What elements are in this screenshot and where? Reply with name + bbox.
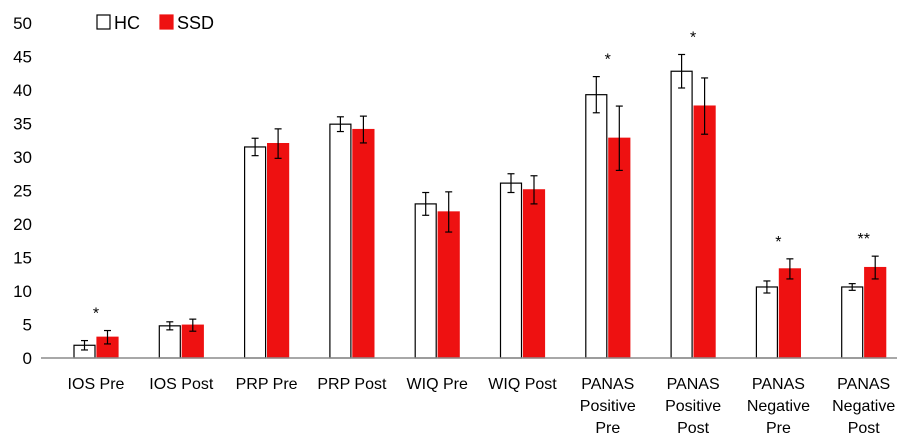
y-tick-label: 35 bbox=[13, 115, 32, 134]
x-category-label: PANAS Positive Post bbox=[665, 376, 721, 437]
legend: HC SSD bbox=[96, 13, 214, 33]
error-bar-hc bbox=[678, 53, 686, 89]
y-tick-label: 10 bbox=[13, 282, 32, 301]
x-category-label: PRP Post bbox=[317, 376, 387, 393]
bar-hc bbox=[244, 146, 267, 359]
error-bar-ssd bbox=[871, 255, 879, 280]
significance-annotations: **** ** bbox=[93, 29, 870, 322]
bar-hc bbox=[329, 123, 352, 359]
x-category-label: PANAS Negative Post bbox=[832, 376, 895, 437]
legend-label-ssd: SSD bbox=[177, 13, 214, 33]
error-bar-ssd bbox=[786, 258, 794, 280]
significance-marker: ** bbox=[857, 231, 869, 248]
bar-group bbox=[73, 329, 119, 359]
x-category-label: IOS Post bbox=[149, 376, 214, 393]
x-category-label: IOS Pre bbox=[68, 376, 125, 393]
bar-groups bbox=[73, 53, 887, 359]
bar-group bbox=[414, 191, 460, 359]
bar-ssd bbox=[608, 137, 631, 359]
error-bar-ssd bbox=[701, 77, 709, 135]
bar-hc bbox=[585, 94, 608, 359]
error-bar-ssd bbox=[189, 318, 197, 332]
error-bar-ssd bbox=[530, 175, 538, 205]
x-category-label: PANAS Positive Pre bbox=[580, 376, 636, 437]
y-tick-label: 25 bbox=[13, 182, 32, 201]
y-axis: 0 5 10 15 20 25 30 35 40 45 50 bbox=[13, 14, 32, 368]
legend-swatch-hc bbox=[96, 14, 111, 30]
error-bar-hc bbox=[592, 75, 600, 114]
error-bar-hc bbox=[763, 280, 771, 294]
bar-ssd bbox=[437, 211, 460, 359]
bar-hc bbox=[158, 325, 181, 359]
y-tick-label: 20 bbox=[13, 215, 32, 234]
x-category-label: WIQ Post bbox=[488, 376, 557, 393]
legend-swatch-ssd bbox=[159, 14, 174, 30]
error-bar-hc bbox=[81, 339, 88, 351]
bar-group bbox=[841, 255, 887, 359]
bar-hc bbox=[670, 70, 693, 359]
legend-label-hc: HC bbox=[114, 13, 140, 33]
bar-group bbox=[499, 173, 546, 359]
error-bar-hc bbox=[166, 321, 174, 331]
bar-group bbox=[158, 318, 204, 359]
significance-marker: * bbox=[605, 52, 611, 69]
y-tick-label: 45 bbox=[13, 48, 32, 67]
significance-marker: * bbox=[93, 306, 99, 323]
y-tick-label: 50 bbox=[13, 14, 32, 33]
significance-marker: * bbox=[690, 29, 696, 46]
bar-group bbox=[755, 258, 802, 359]
y-tick-label: 30 bbox=[13, 148, 32, 167]
bar-hc bbox=[414, 203, 437, 359]
bar-hc bbox=[499, 182, 523, 359]
significance-marker: * bbox=[775, 234, 781, 251]
bar-ssd bbox=[522, 189, 546, 359]
error-bar-ssd bbox=[615, 105, 623, 171]
bar-ssd bbox=[352, 128, 375, 359]
x-category-label: PANAS Negative Pre bbox=[747, 376, 810, 437]
bar-hc bbox=[841, 286, 864, 359]
error-bar-hc bbox=[848, 283, 856, 291]
bar-ssd bbox=[778, 268, 802, 359]
category-labels: IOS Pre IOS Post PRP Pre PRP Post WIQ Pre WIQ… bbox=[68, 376, 896, 437]
bar-group bbox=[670, 53, 716, 359]
error-bar-ssd bbox=[274, 128, 282, 159]
bar-group bbox=[585, 75, 631, 359]
error-bar-hc bbox=[507, 173, 515, 194]
y-tick-label: 40 bbox=[13, 81, 32, 100]
error-bar-ssd bbox=[359, 115, 367, 144]
bar-ssd bbox=[267, 143, 290, 359]
x-category-label: PRP Pre bbox=[236, 376, 298, 393]
bar-group bbox=[329, 115, 375, 359]
y-tick-label: 5 bbox=[23, 316, 32, 335]
bar-group bbox=[244, 128, 290, 359]
error-bar-ssd bbox=[104, 329, 111, 345]
x-category-label: WIQ Pre bbox=[407, 376, 468, 393]
error-bar-ssd bbox=[445, 191, 453, 233]
y-tick-label: 0 bbox=[23, 349, 32, 368]
error-bar-hc bbox=[336, 116, 344, 133]
error-bar-hc bbox=[251, 137, 259, 157]
bar-ssd bbox=[693, 105, 716, 359]
error-bar-hc bbox=[422, 191, 430, 216]
bar-ssd bbox=[864, 266, 887, 359]
bar-hc bbox=[755, 286, 779, 359]
y-tick-label: 15 bbox=[13, 249, 32, 268]
